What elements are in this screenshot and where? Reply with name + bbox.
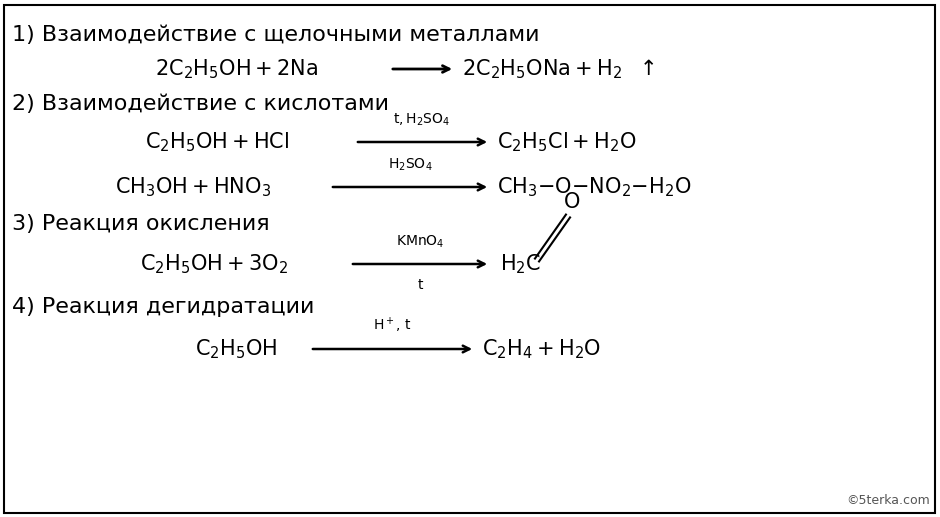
Text: $\mathregular{CH_3{-}O{-}NO_2{-}H_2O}$: $\mathregular{CH_3{-}O{-}NO_2{-}H_2O}$ (497, 175, 692, 199)
Text: ↑: ↑ (640, 59, 657, 79)
Text: $\mathregular{C_2H_5OH}$: $\mathregular{C_2H_5OH}$ (195, 337, 277, 361)
Text: $\mathregular{C_2H_5OH + 3O_2}$: $\mathregular{C_2H_5OH + 3O_2}$ (140, 252, 288, 276)
Text: $\mathregular{2C_2H_5ONa + H_2}$: $\mathregular{2C_2H_5ONa + H_2}$ (462, 57, 622, 81)
Text: $\mathregular{C_2H_4 + H_2O}$: $\mathregular{C_2H_4 + H_2O}$ (482, 337, 602, 361)
Text: 3) Реакция окисления: 3) Реакция окисления (12, 214, 270, 234)
Text: ©5terka.com: ©5terka.com (846, 494, 930, 507)
Text: O: O (564, 192, 580, 212)
Text: $\mathregular{H_2C}$: $\mathregular{H_2C}$ (500, 252, 541, 276)
Text: 4) Реакция дегидратации: 4) Реакция дегидратации (12, 297, 314, 317)
Text: t: t (417, 278, 423, 292)
Text: 1) Взаимодействие с щелочными металлами: 1) Взаимодействие с щелочными металлами (12, 25, 540, 45)
Text: $\mathregular{H_2SO_4}$: $\mathregular{H_2SO_4}$ (387, 157, 432, 173)
Text: $\mathregular{C_2H_5OH + HCl}$: $\mathregular{C_2H_5OH + HCl}$ (145, 130, 290, 154)
Text: $\mathregular{t, H_2SO_4}$: $\mathregular{t, H_2SO_4}$ (394, 112, 450, 128)
Text: $\mathregular{KMnO_4}$: $\mathregular{KMnO_4}$ (396, 234, 445, 250)
Text: $\mathregular{2C_2H_5OH + 2Na}$: $\mathregular{2C_2H_5OH + 2Na}$ (155, 57, 319, 81)
Text: $\mathregular{H^+}$, t: $\mathregular{H^+}$, t (372, 316, 412, 335)
Text: $\mathregular{CH_3OH + HNO_3}$: $\mathregular{CH_3OH + HNO_3}$ (115, 175, 271, 199)
Text: $\mathregular{C_2H_5Cl + H_2O}$: $\mathregular{C_2H_5Cl + H_2O}$ (497, 130, 636, 154)
Text: 2) Взаимодействие с кислотами: 2) Взаимодействие с кислотами (12, 94, 389, 114)
